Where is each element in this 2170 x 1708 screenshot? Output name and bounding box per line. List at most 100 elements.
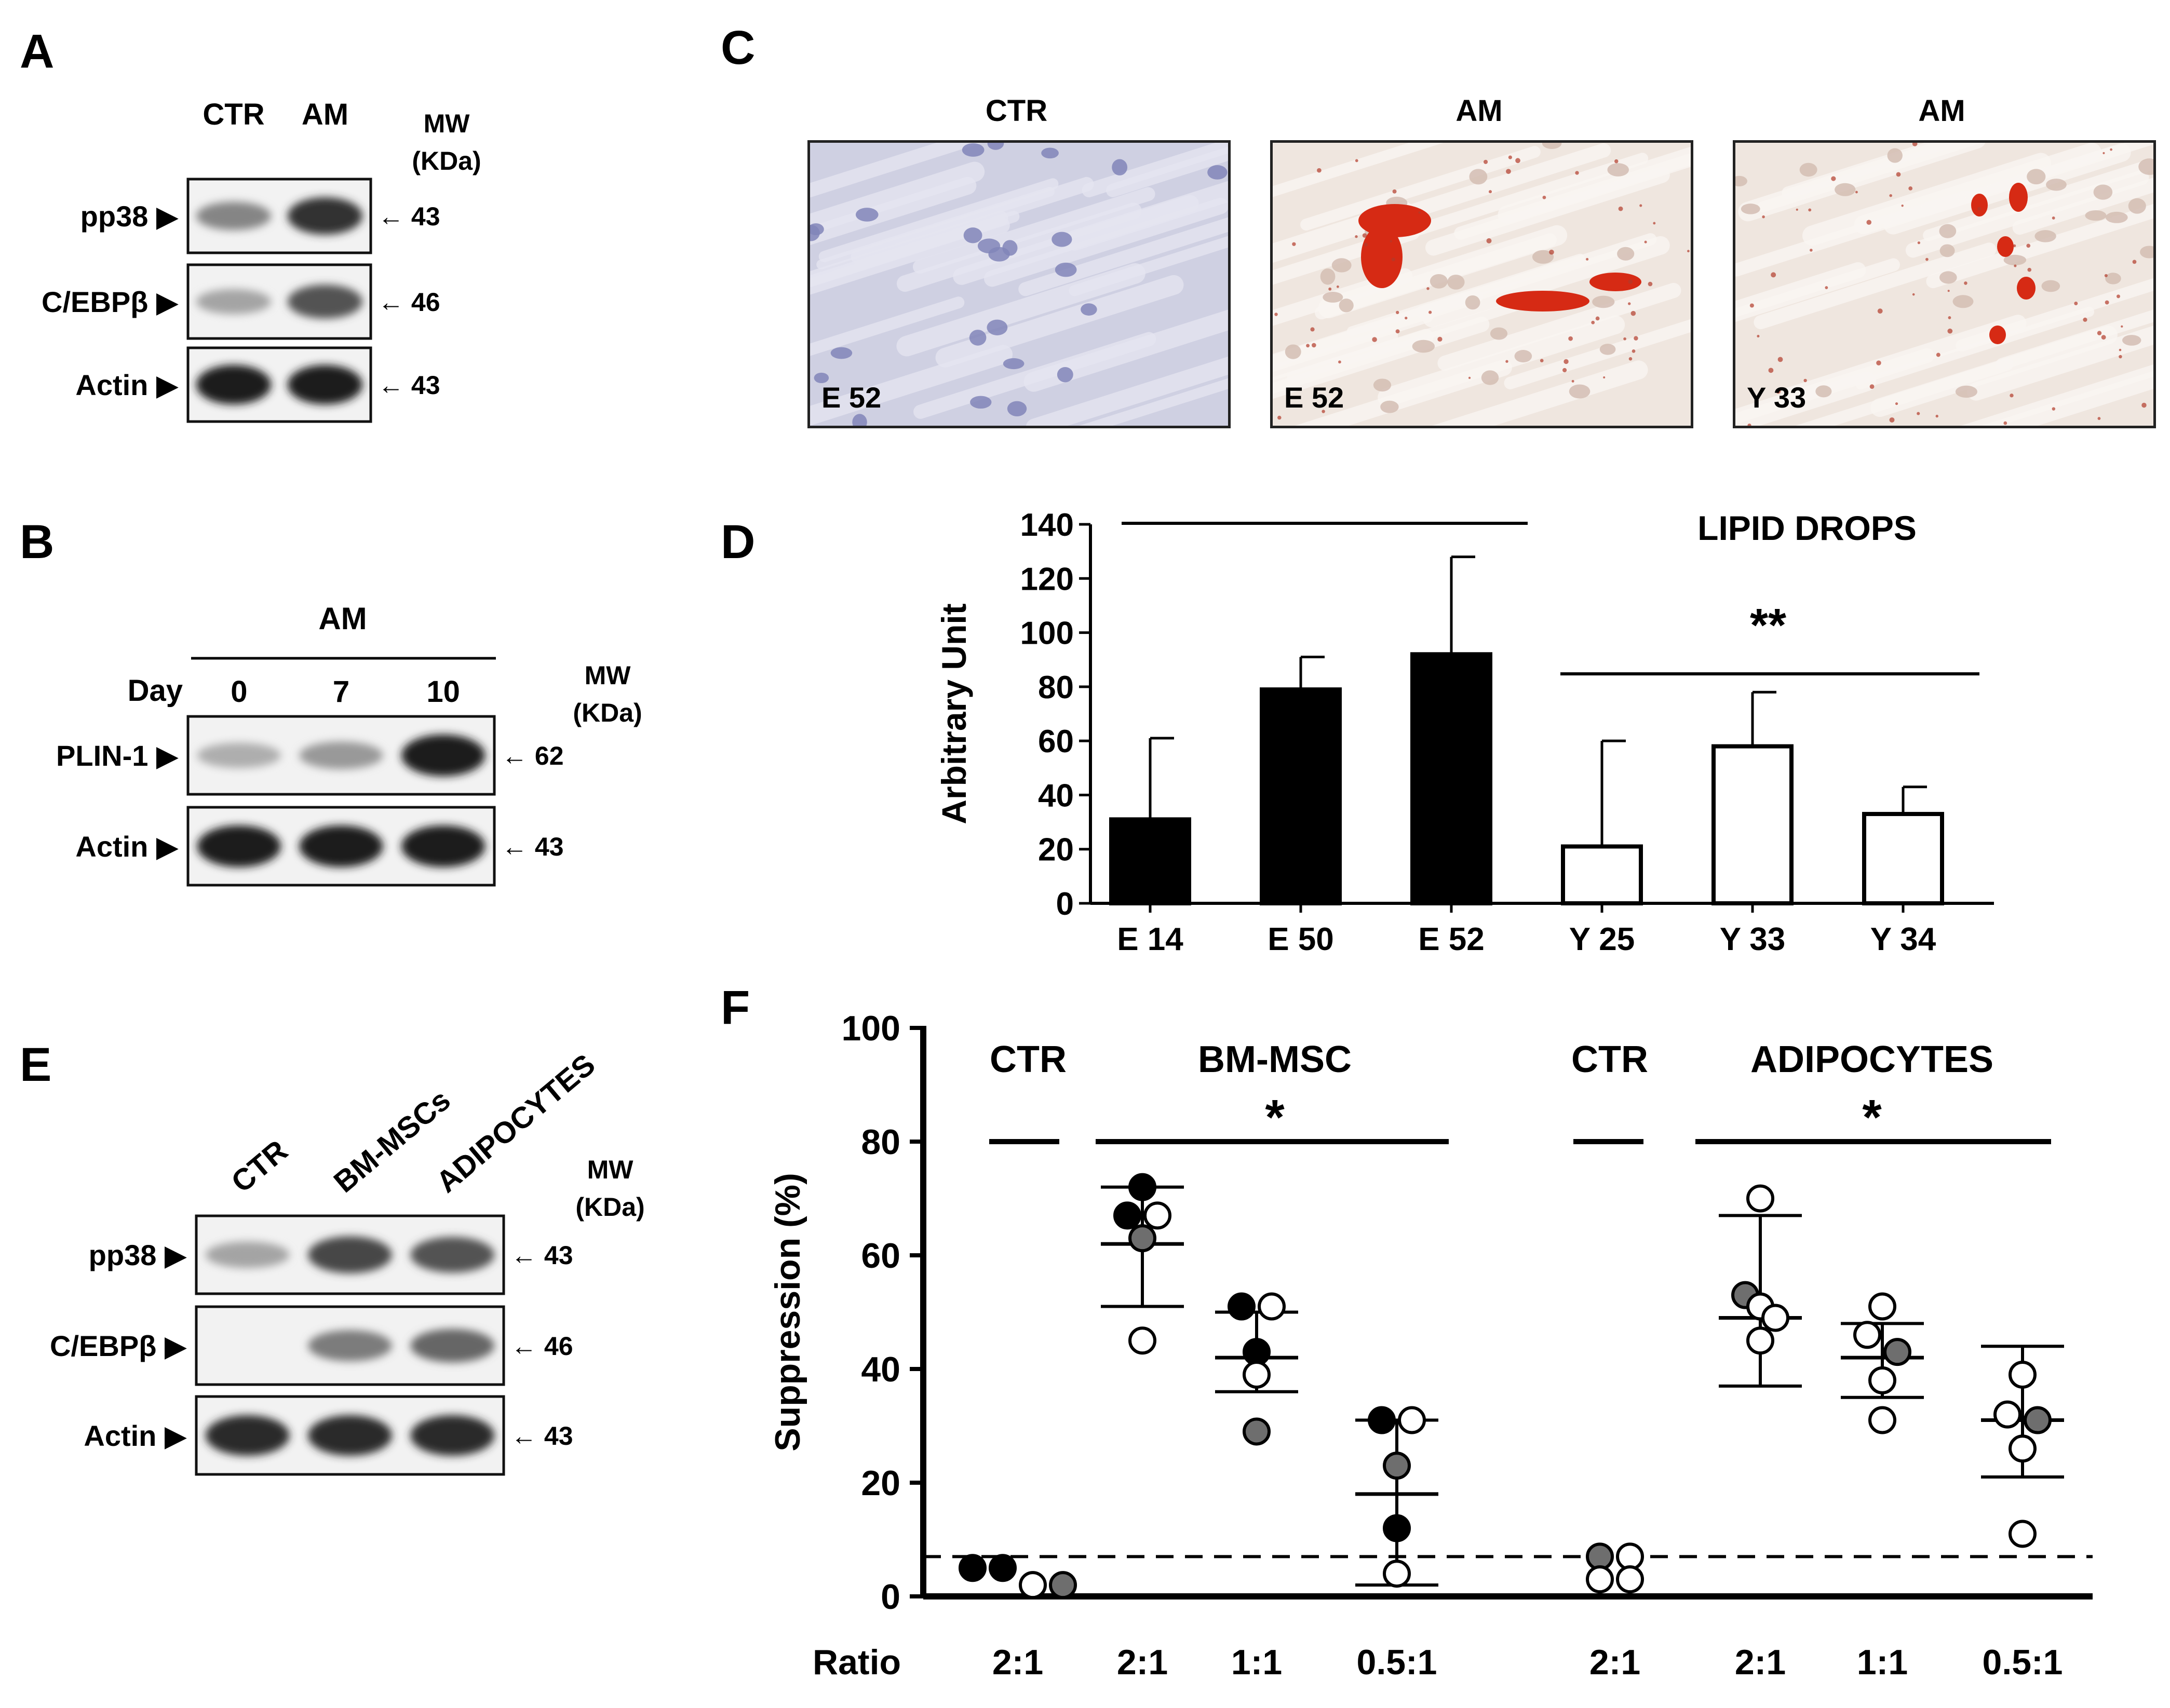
lipid-speck — [1623, 337, 1626, 341]
mw-marker: ← 62 — [502, 741, 564, 770]
x-tick-label: Y 33 — [1720, 921, 1785, 957]
lipid-speck — [1796, 208, 1798, 211]
cell-nucleus — [1481, 370, 1499, 385]
lipid-speck — [2013, 244, 2016, 248]
lipid-speck — [2141, 402, 2147, 408]
lipid-speck — [1831, 176, 1836, 181]
cell-nucleus — [1799, 162, 1817, 177]
cell-nucleus — [1055, 262, 1077, 277]
cell-strand — [1106, 146, 1228, 197]
lipid-speck — [1877, 308, 1883, 314]
lipid-speck — [1595, 316, 1600, 321]
cell-nucleus — [1952, 295, 1974, 308]
y-tick-label: 100 — [1020, 616, 1074, 652]
ratio-value: 2:1 — [1589, 1643, 1640, 1682]
lipid-drop — [2009, 183, 2028, 212]
lipid-drop — [1989, 326, 2006, 344]
cell-strand — [1079, 378, 1228, 426]
lane-label-group: ADIPOCYTES — [430, 1048, 602, 1199]
y-tick-label: 0 — [881, 1577, 900, 1617]
cell-strand — [1425, 167, 1670, 256]
lipid-speck — [1775, 388, 1781, 394]
blot-band — [410, 1237, 495, 1273]
lipid-speck — [1810, 249, 1813, 252]
cell-nucleus — [1741, 204, 1760, 214]
cell-strand — [818, 178, 1059, 262]
cell-nucleus — [1514, 350, 1532, 363]
lipid-speck — [1488, 190, 1492, 194]
lipid-speck — [1964, 281, 1967, 285]
data-point — [1128, 1173, 1156, 1201]
cell-nucleus — [2093, 184, 2113, 200]
lipid-drop — [1997, 236, 2014, 257]
blot-band — [410, 1415, 495, 1456]
x-tick-label: Y 34 — [1870, 921, 1936, 957]
lipid-speck — [1632, 349, 1636, 353]
cell-nucleus — [2122, 335, 2141, 346]
ratio-value: 2:1 — [1117, 1643, 1168, 1682]
micrograph-sample-label: E 52 — [1284, 381, 1344, 414]
cell-nucleus — [1339, 299, 1354, 313]
cell-strand — [1273, 329, 1434, 394]
lipid-speck — [2105, 300, 2109, 305]
cell-strand — [810, 345, 1013, 426]
lipid-speck — [1757, 335, 1760, 338]
y-axis-title: Arbitrary Unit — [935, 603, 973, 824]
lipid-speck — [2102, 152, 2105, 154]
y-axis-title: Suppression (%) — [768, 1173, 807, 1452]
lipid-speck — [1977, 207, 1982, 211]
lipid-speck — [2104, 274, 2108, 277]
cell-nucleus — [852, 414, 867, 426]
data-point — [1128, 1326, 1156, 1355]
lipid-speck — [1362, 233, 1367, 238]
bar — [1862, 811, 1944, 906]
lipid-speck — [2110, 148, 2112, 151]
lipid-drop — [1589, 273, 1641, 291]
lipid-speck — [1876, 360, 1881, 365]
cell-nucleus — [1939, 224, 1957, 238]
lane-label: CTR — [203, 98, 264, 131]
data-point — [1883, 1338, 1911, 1366]
cell-nucleus — [1285, 344, 1301, 359]
mw-unit: (KDa) — [573, 698, 642, 727]
protein-label: pp38 ▶ — [80, 200, 179, 233]
cell-nucleus — [1939, 271, 1957, 284]
lane-label: AM — [302, 98, 348, 131]
lipid-speck — [1687, 250, 1690, 253]
cell-strand — [912, 187, 1155, 274]
panel-letter: F — [721, 981, 750, 1034]
lipid-speck — [1630, 310, 1636, 316]
data-point — [2009, 1360, 2037, 1389]
data-point — [1616, 1565, 1644, 1594]
y-tick-label: 140 — [1020, 507, 1074, 543]
cell-nucleus — [1955, 385, 1977, 398]
cell-nucleus — [1320, 268, 1336, 285]
mw-marker: ← 43 — [511, 1421, 573, 1451]
group-header: ADIPOCYTES — [1750, 1039, 1993, 1080]
cell-nucleus — [2027, 169, 2046, 185]
lipid-speck — [1310, 327, 1315, 332]
data-point — [959, 1554, 987, 1582]
ratio-value: 1:1 — [1231, 1643, 1282, 1682]
lipid-speck — [1653, 222, 1656, 225]
significance-marker: * — [1265, 1090, 1285, 1145]
lipid-speck — [1568, 336, 1573, 341]
lipid-drop — [1496, 291, 1589, 311]
blot-band — [196, 201, 272, 231]
lipid-speck — [1428, 310, 1432, 314]
lipid-speck — [1917, 412, 1920, 415]
lipid-speck — [1912, 143, 1918, 146]
data-point — [1113, 1201, 1141, 1230]
ratio-value: 2:1 — [992, 1643, 1043, 1682]
panel-letter: B — [20, 516, 54, 568]
bar — [1410, 652, 1492, 906]
lipid-speck — [1895, 402, 1898, 405]
lipid-speck — [1803, 378, 1807, 383]
data-point — [1868, 1406, 1896, 1434]
cell-nucleus — [1331, 258, 1352, 273]
data-point — [989, 1554, 1017, 1582]
lipid-speck — [2014, 264, 2017, 267]
lipid-speck — [1947, 328, 1953, 334]
lipid-speck — [1437, 336, 1443, 342]
y-tick-label: 100 — [842, 1009, 900, 1048]
